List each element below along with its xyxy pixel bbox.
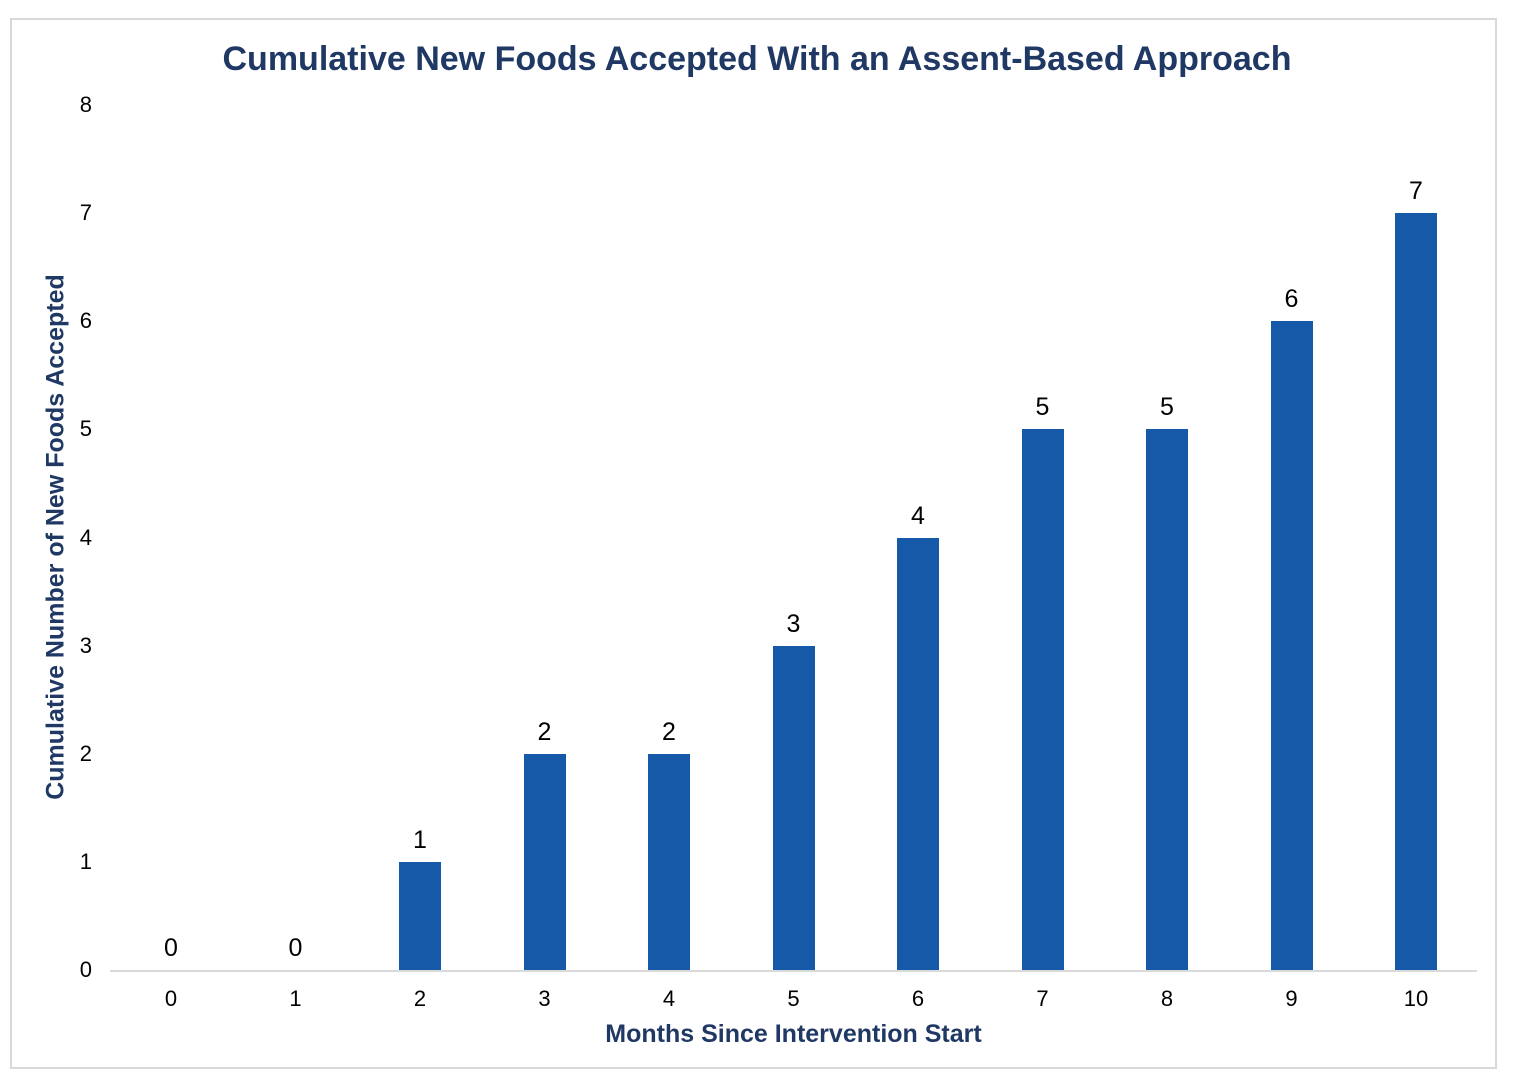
x-tick-label: 2 xyxy=(413,986,427,1011)
bar xyxy=(523,753,566,970)
bar xyxy=(1395,213,1437,970)
bar-value-label: 2 xyxy=(537,717,552,746)
y-tick-label: 1 xyxy=(79,848,92,874)
x-tick-label: 4 xyxy=(662,986,676,1011)
y-tick-label: 5 xyxy=(79,416,92,442)
bar xyxy=(1021,429,1064,970)
y-tick-label: 3 xyxy=(79,632,92,658)
y-tick-label: 4 xyxy=(79,524,92,550)
y-tick-label: 6 xyxy=(79,308,92,334)
x-tick-label: 7 xyxy=(1036,986,1049,1011)
y-tick-label: 8 xyxy=(79,92,92,117)
y-tick-label: 0 xyxy=(79,957,92,982)
bar-value-label: 5 xyxy=(1160,393,1174,422)
x-tick-label: 9 xyxy=(1285,986,1298,1011)
x-tick-label: 0 xyxy=(164,986,178,1011)
x-tick-label: 1 xyxy=(289,986,302,1011)
x-tick-label: 10 xyxy=(1403,986,1429,1011)
x-tick-label: 3 xyxy=(538,986,551,1011)
bar-value-label: 1 xyxy=(413,825,427,854)
x-tick-label: 6 xyxy=(911,986,925,1011)
bar xyxy=(897,537,939,970)
x-tick-label: 5 xyxy=(787,986,800,1011)
bar xyxy=(1146,429,1188,970)
plot-area: 0 0 1 2 2 3 4 5 5 6 7 xyxy=(110,105,1477,972)
bar-value-label: 3 xyxy=(786,609,801,638)
bar-value-label: 0 xyxy=(288,934,303,962)
chart-frame xyxy=(10,18,1497,1069)
chart-title: Cumulative New Foods Accepted With an As… xyxy=(222,40,1292,78)
bar-value-label: 0 xyxy=(164,934,178,962)
bar xyxy=(648,753,690,970)
y-tick-label: 2 xyxy=(79,740,92,766)
x-tick-label: 8 xyxy=(1160,986,1174,1011)
bar-value-label: 6 xyxy=(1284,285,1299,314)
bar-value-label: 4 xyxy=(911,501,925,530)
bar-value-label: 5 xyxy=(1035,393,1050,422)
bar xyxy=(772,645,815,970)
y-tick-label: 7 xyxy=(79,200,92,226)
bar xyxy=(1270,321,1313,970)
bar xyxy=(399,861,441,970)
bar-value-label: 2 xyxy=(662,717,676,746)
bar-value-label: 7 xyxy=(1409,177,1423,206)
x-axis-title: Months Since Intervention Start xyxy=(605,1020,982,1048)
